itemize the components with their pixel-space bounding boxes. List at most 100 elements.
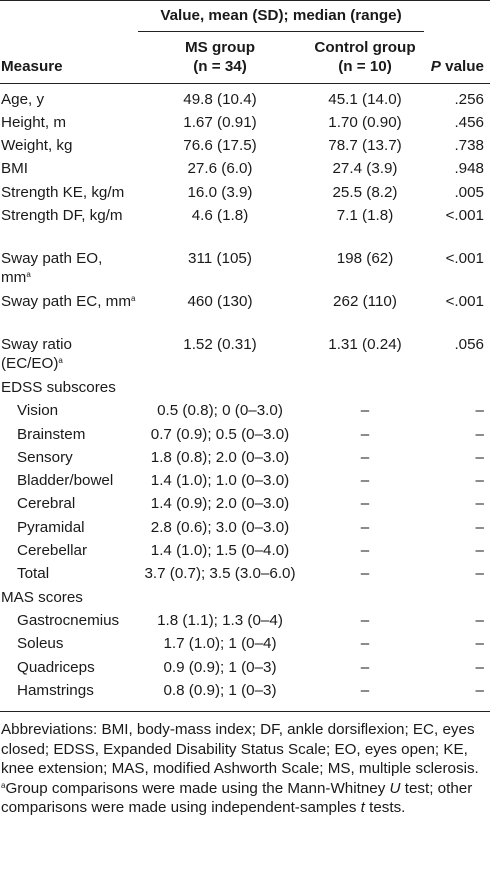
- table-row: Cerebral 1.4 (0.9); 2.0 (0–3.0) – –: [0, 494, 490, 517]
- ms-value: 0.5 (0.8); 0 (0–3.0): [157, 402, 283, 420]
- table-row: Gastrocnemius 1.8 (1.1); 1.3 (0–4) – –: [0, 611, 490, 634]
- control-value: 262 (110): [333, 292, 397, 310]
- table-row: Weight, kg 76.6 (17.5) 78.7 (13.7) .738: [0, 136, 490, 159]
- note-part2: test; other comparisons were made using …: [1, 779, 473, 817]
- row-label: Cerebral: [0, 494, 136, 517]
- row-label: Sway ratio (EC/EO)a: [0, 335, 136, 378]
- header-p-value: P value: [426, 31, 490, 84]
- ms-value: 1.8 (0.8); 2.0 (0–3.0): [150, 448, 290, 466]
- row-label-text: Age, y: [1, 90, 45, 108]
- row-label-text: Cerebral: [17, 495, 76, 513]
- row-label-text: Strength DF, kg/m: [1, 206, 123, 224]
- table-row: Strength KE, kg/m 16.0 (3.9) 25.5 (8.2) .00…: [0, 183, 490, 206]
- control-value: 7.1 (1.8): [336, 206, 394, 224]
- control-value: –: [360, 448, 370, 466]
- header-ms-group: MS group (n = 34): [136, 31, 304, 84]
- data-table: Value, mean (SD); median (range) Measure…: [0, 0, 490, 713]
- row-label: Age, y: [0, 83, 136, 113]
- row-label-text: Pyramidal: [17, 518, 85, 536]
- ms-value: 0.9 (0.9); 1 (0–3): [163, 658, 277, 676]
- row-label: Pyramidal: [0, 518, 136, 541]
- row-label-text: Quadriceps: [17, 658, 95, 676]
- abbreviations-note: Abbreviations: BMI, body-mass index; DF,…: [1, 721, 479, 778]
- p-value: <.001: [445, 292, 484, 310]
- footnote-marker: a: [1, 780, 6, 790]
- row-label-text: Soleus: [17, 635, 64, 653]
- ms-value: 27.6 (6.0): [187, 160, 253, 178]
- control-value: 1.31 (0.24): [328, 335, 402, 353]
- control-value: –: [360, 635, 370, 653]
- p-value: –: [475, 518, 484, 536]
- p-value: .948: [454, 160, 484, 178]
- p-value: .256: [454, 90, 484, 108]
- ms-value: 49.8 (10.4): [183, 90, 257, 108]
- ms-value: 1.4 (0.9); 2.0 (0–3.0): [150, 495, 290, 513]
- edss-section-heading: EDSS subscores: [0, 378, 490, 401]
- ms-value: 460 (130): [187, 292, 253, 310]
- ms-value: 2.8 (0.6); 3.0 (0–3.0): [150, 518, 290, 536]
- header-p-italic: P: [430, 58, 441, 75]
- table-row: Quadriceps 0.9 (0.9); 1 (0–3) – –: [0, 658, 490, 681]
- footnote-marker: a: [26, 270, 31, 280]
- row-label-text: Height, m: [1, 113, 66, 131]
- row-label: Hamstrings: [0, 680, 136, 713]
- footnote-marker: a: [130, 293, 136, 303]
- note-part1: Group comparisons were made using the Ma…: [5, 779, 390, 797]
- ms-value: 1.52 (0.31): [183, 335, 257, 353]
- table-row: BMI 27.6 (6.0) 27.4 (3.9) .948: [0, 159, 490, 182]
- row-label-text: Weight, kg: [1, 137, 73, 155]
- p-value: –: [426, 680, 490, 713]
- control-value: –: [360, 425, 370, 443]
- p-value: .005: [454, 183, 484, 201]
- control-value: –: [360, 402, 370, 420]
- control-value: –: [360, 518, 370, 536]
- header-group-span: Value, mean (SD); median (range): [136, 0, 426, 32]
- row-label: Strength DF, kg/m: [0, 206, 136, 249]
- edss-section-heading-label: EDSS subscores: [1, 378, 116, 396]
- header-control-n: (n = 10): [338, 58, 392, 75]
- ms-value: 1.4 (1.0); 1.5 (0–4.0): [150, 542, 290, 560]
- control-value: –: [360, 472, 370, 490]
- p-value: –: [475, 495, 484, 513]
- row-label: Total: [0, 564, 136, 587]
- table-row: Age, y 49.8 (10.4) 45.1 (14.0) .256: [0, 83, 490, 113]
- row-label-text: BMI: [1, 160, 29, 178]
- p-value: .456: [454, 113, 484, 131]
- header-control-label: Control group: [314, 38, 416, 56]
- header-blank: [0, 0, 136, 32]
- header-ms-n: (n = 34): [193, 58, 247, 75]
- control-value: 78.7 (13.7): [328, 137, 402, 155]
- note-u: U: [389, 779, 401, 797]
- row-label: Sensory: [0, 448, 136, 471]
- table-row: Soleus 1.7 (1.0); 1 (0–4) – –: [0, 634, 490, 657]
- row-label: Sway path EC, mma: [0, 292, 136, 335]
- footnotes: Abbreviations: BMI, body-mass index; DF,…: [0, 712, 490, 818]
- header-ms-label: MS group: [184, 38, 256, 56]
- table-row: Sway ratio (EC/EO)a 1.52 (0.31) 1.31 (0.24…: [0, 335, 490, 378]
- mas-section-heading: MAS scores: [0, 588, 490, 611]
- header-group-span-text: Value, mean (SD); median (range): [160, 7, 402, 24]
- p-value: <.001: [445, 249, 484, 267]
- header-blank-p: [426, 0, 490, 32]
- row-label: Gastrocnemius: [0, 611, 136, 634]
- row-label: Weight, kg: [0, 136, 136, 159]
- table-row: Height, m 1.67 (0.91) 1.70 (0.90) .456: [0, 113, 490, 136]
- note-part3: tests.: [364, 799, 406, 817]
- ms-value: 76.6 (17.5): [183, 137, 257, 155]
- control-value: 25.5 (8.2): [332, 183, 398, 201]
- row-label: Quadriceps: [0, 658, 136, 681]
- control-value: –: [304, 680, 426, 713]
- table-row: Hamstrings 0.8 (0.9); 1 (0–3) – –: [0, 680, 490, 713]
- p-value: –: [475, 658, 484, 676]
- table-row: Sensory 1.8 (0.8); 2.0 (0–3.0) – –: [0, 448, 490, 471]
- footnote-marker: a: [58, 356, 63, 366]
- p-value: –: [475, 472, 484, 490]
- control-value: –: [360, 495, 370, 513]
- row-label: Height, m: [0, 113, 136, 136]
- ms-value: 1.67 (0.91): [183, 113, 257, 131]
- row-label: BMI: [0, 159, 136, 182]
- control-value: 45.1 (14.0): [328, 90, 402, 108]
- control-value: –: [360, 658, 370, 676]
- row-label-text: Gastrocnemius: [17, 611, 120, 629]
- ms-value: 3.7 (0.7); 3.5 (3.0–6.0): [144, 565, 296, 583]
